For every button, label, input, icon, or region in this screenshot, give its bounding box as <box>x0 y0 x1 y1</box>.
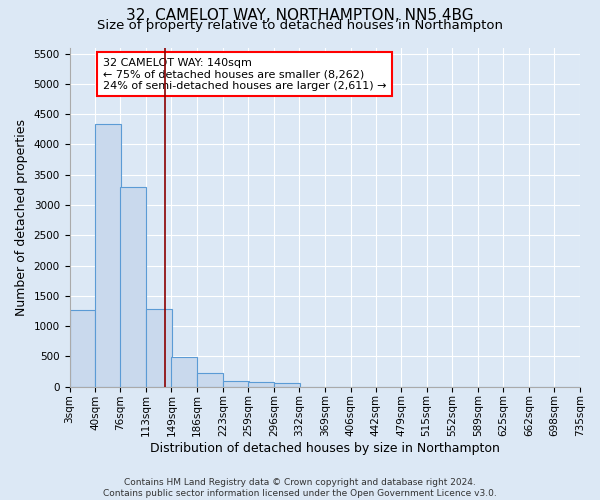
Text: Contains HM Land Registry data © Crown copyright and database right 2024.
Contai: Contains HM Land Registry data © Crown c… <box>103 478 497 498</box>
Bar <box>121 187 146 386</box>
Bar <box>248 382 274 386</box>
Bar <box>70 310 95 386</box>
Bar <box>223 380 249 386</box>
Bar <box>172 357 197 386</box>
Text: 32 CAMELOT WAY: 140sqm
← 75% of detached houses are smaller (8,262)
24% of semi-: 32 CAMELOT WAY: 140sqm ← 75% of detached… <box>103 58 386 91</box>
Y-axis label: Number of detached properties: Number of detached properties <box>15 118 28 316</box>
Bar <box>146 309 172 386</box>
Text: 32, CAMELOT WAY, NORTHAMPTON, NN5 4BG: 32, CAMELOT WAY, NORTHAMPTON, NN5 4BG <box>126 8 474 22</box>
Text: Size of property relative to detached houses in Northampton: Size of property relative to detached ho… <box>97 18 503 32</box>
Bar <box>197 374 223 386</box>
Bar <box>274 384 299 386</box>
X-axis label: Distribution of detached houses by size in Northampton: Distribution of detached houses by size … <box>150 442 500 455</box>
Bar <box>95 124 121 386</box>
